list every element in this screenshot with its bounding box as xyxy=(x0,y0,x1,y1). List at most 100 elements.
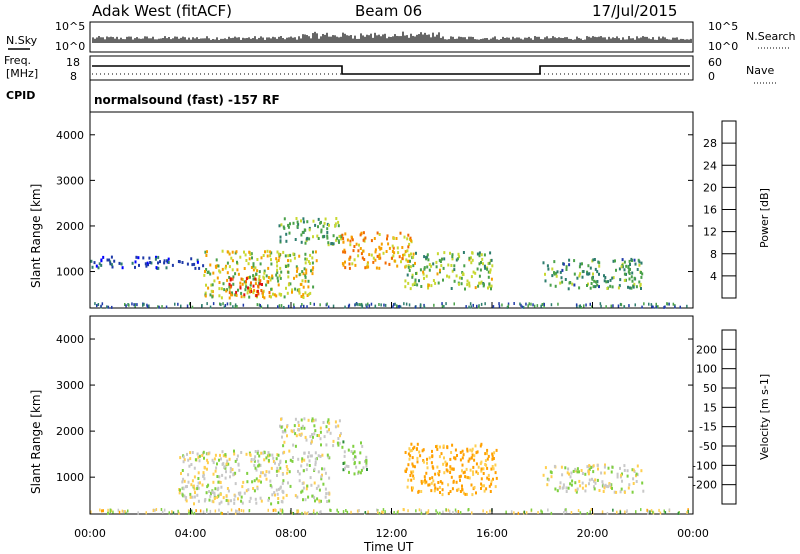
velocity-cell xyxy=(109,510,112,513)
power-cell xyxy=(236,260,238,264)
power-cell xyxy=(237,288,239,292)
velocity-cell xyxy=(308,459,311,463)
velocity-cell xyxy=(505,510,507,514)
power-cell xyxy=(348,266,351,270)
velocity-cell xyxy=(623,464,626,468)
velocity-cell xyxy=(413,465,416,469)
velocity-cell xyxy=(486,466,489,470)
power-cell xyxy=(455,258,458,262)
power-cell xyxy=(235,250,238,254)
power-cell xyxy=(619,302,622,306)
velocity-cell xyxy=(161,510,164,514)
velocity-cell xyxy=(257,449,260,453)
power-cell xyxy=(458,255,461,259)
power-cell xyxy=(411,275,414,279)
velocity-cell xyxy=(411,456,414,460)
velocity-cell xyxy=(235,509,237,513)
power-cell xyxy=(148,256,151,260)
velocity-cell xyxy=(459,478,461,482)
power-cell xyxy=(236,305,238,308)
velocity-cell xyxy=(279,508,282,512)
power-cell xyxy=(278,304,281,308)
power-cell xyxy=(466,279,469,283)
power-cell xyxy=(349,255,352,259)
power-cell xyxy=(489,270,492,274)
power-cell xyxy=(316,234,319,238)
velocity-cell xyxy=(620,487,623,491)
power-cell xyxy=(419,268,422,272)
power-cell xyxy=(100,259,103,263)
velocity-cell xyxy=(307,511,310,515)
velocity-cell xyxy=(565,508,567,512)
power-cell xyxy=(449,251,451,255)
velocity-cell xyxy=(282,479,285,483)
velocity-cell xyxy=(182,455,185,459)
velocity-cell xyxy=(469,448,472,452)
velocity-cell xyxy=(257,459,260,463)
power-cell xyxy=(536,304,539,308)
velocity-cell xyxy=(420,511,423,515)
velocity-cell xyxy=(193,487,196,491)
power-cell xyxy=(201,304,203,307)
velocity-cell xyxy=(304,498,307,502)
velocity-cell xyxy=(334,425,337,429)
velocity-cell xyxy=(204,498,207,501)
power-cell xyxy=(291,290,293,294)
power-cell xyxy=(625,264,628,268)
power-cell xyxy=(91,265,94,269)
velocity-cell xyxy=(603,471,606,475)
velocity-cell xyxy=(218,502,221,506)
power-cell xyxy=(266,254,269,258)
velocity-cell xyxy=(449,467,452,471)
velocity-cell xyxy=(313,509,315,513)
velocity-cell xyxy=(323,467,326,471)
power-cell xyxy=(605,305,607,309)
velocity-cell xyxy=(437,481,440,484)
power-cell xyxy=(287,270,290,274)
velocity-cell xyxy=(254,455,257,459)
power-cell xyxy=(370,302,373,306)
power-cell xyxy=(559,270,562,274)
velocity-cell xyxy=(152,509,155,512)
velocity-cell xyxy=(314,429,317,433)
velocity-cell xyxy=(316,497,319,501)
velocity-cell xyxy=(198,459,201,463)
power-cell xyxy=(300,295,303,298)
velocity-cell xyxy=(332,439,335,443)
velocity-cell xyxy=(468,457,471,461)
velocity-cell xyxy=(434,486,437,490)
power-cell xyxy=(477,284,480,288)
power-cell xyxy=(298,288,301,291)
power-cell xyxy=(470,261,473,265)
power-cell xyxy=(278,274,281,278)
velocity-cell xyxy=(327,455,330,459)
power-cell xyxy=(423,276,425,280)
velocity-cell xyxy=(355,465,358,469)
velocity-cell xyxy=(431,465,434,469)
velocity-cell xyxy=(626,469,629,473)
velocity-cell xyxy=(286,425,288,429)
power-cell xyxy=(581,275,584,279)
power-cell xyxy=(425,274,428,278)
velocity-cell xyxy=(632,468,635,472)
power-cell xyxy=(154,257,157,261)
velocity-cell xyxy=(628,483,631,487)
velocity-cell xyxy=(407,452,410,456)
velocity-cell xyxy=(193,511,196,515)
power-cell xyxy=(332,234,335,238)
power-cell xyxy=(648,302,650,306)
velocity-cell xyxy=(197,486,200,490)
velocity-cell xyxy=(124,510,126,514)
power-cell xyxy=(225,289,228,293)
power-cell xyxy=(186,304,189,308)
power-cell xyxy=(209,305,212,309)
velocity-cell xyxy=(265,470,268,474)
power-cell xyxy=(487,270,490,274)
power-cell xyxy=(632,285,635,289)
power-cell xyxy=(262,295,264,298)
velocity-cell xyxy=(99,508,101,512)
velocity-cell xyxy=(236,509,238,513)
velocity-cell xyxy=(473,454,476,458)
velocity-cell xyxy=(187,473,190,477)
velocity-cell xyxy=(232,473,235,477)
